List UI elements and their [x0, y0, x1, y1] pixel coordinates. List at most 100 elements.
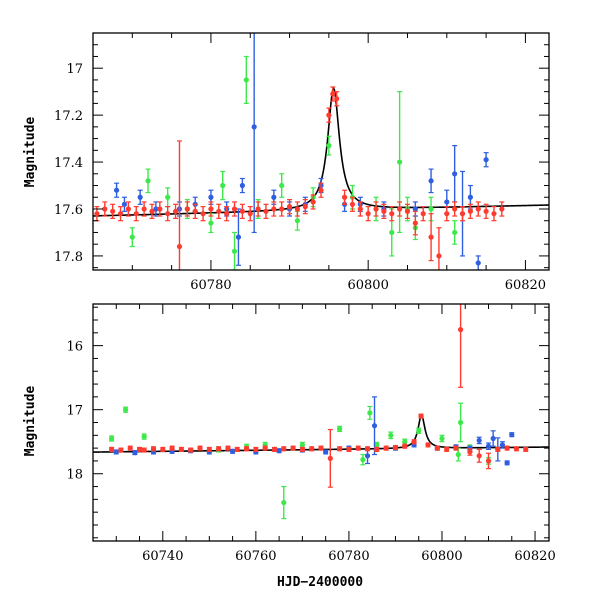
data-marker: [197, 445, 203, 451]
data-marker: [467, 194, 473, 200]
bottom-series-0-point: [160, 446, 166, 453]
bottom-series-1-point: [229, 448, 236, 454]
data-marker: [513, 446, 520, 452]
bottom-series-0-point: [309, 446, 315, 452]
data-marker: [310, 199, 316, 205]
data-marker: [504, 460, 510, 466]
top-series-0-point: [326, 107, 332, 123]
data-marker: [373, 206, 379, 212]
bottom-series-0-point: [453, 445, 459, 451]
data-marker: [475, 206, 481, 212]
data-marker: [411, 439, 417, 445]
bottom-series-0-point: [444, 446, 450, 453]
data-marker: [412, 206, 418, 212]
top-data-group: [93, 33, 549, 270]
top-series-0-point: [452, 201, 458, 217]
data-marker: [453, 445, 459, 451]
top-panel: 60780 60800 60820 17 17.2 17.4 17.6 17.8 Magnit…: [23, 32, 550, 293]
top-series-0-point: [483, 203, 489, 219]
bottom-series-1-point: [485, 442, 492, 451]
top-series-0-point: [165, 206, 171, 222]
top-series-0-point: [420, 206, 426, 222]
top-series-0-point: [176, 140, 183, 270]
top-series-1-point: [475, 255, 481, 270]
data-marker: [452, 206, 458, 212]
data-marker: [418, 413, 424, 419]
data-marker: [402, 443, 408, 449]
data-marker: [434, 445, 440, 451]
data-marker: [364, 446, 371, 452]
data-marker: [113, 449, 119, 455]
bottom-series-0-point: [281, 446, 287, 452]
data-marker: [485, 443, 492, 449]
bottom-series-0-point: [523, 446, 529, 453]
data-marker: [452, 171, 458, 177]
data-marker: [157, 206, 163, 212]
bottom-series-0-point: [234, 446, 240, 453]
bottom-series-0-point: [290, 445, 296, 451]
top-series-0-point: [102, 201, 108, 217]
top-series-0-point: [231, 201, 238, 217]
data-marker: [276, 448, 282, 454]
bottom-series-0-point: [150, 446, 157, 452]
bottom-series-0-point: [392, 444, 399, 451]
data-marker: [281, 499, 287, 506]
data-marker: [371, 423, 378, 429]
top-series-0-point: [491, 206, 497, 222]
bottom-series-0-point: [262, 445, 268, 451]
data-marker: [281, 446, 287, 452]
bottom-series-0-point: [383, 445, 389, 451]
data-marker: [355, 445, 361, 451]
bottom-series-0-point: [136, 446, 143, 453]
data-marker: [389, 211, 395, 217]
data-marker: [206, 446, 212, 453]
bottom-series-1-point: [490, 430, 496, 447]
data-marker: [360, 457, 366, 463]
data-marker: [239, 208, 245, 214]
top-series-0-point: [330, 86, 336, 102]
data-marker: [476, 453, 482, 459]
data-marker: [149, 208, 155, 214]
data-marker: [381, 208, 387, 214]
data-marker: [412, 220, 418, 226]
top-series-0-point: [255, 201, 261, 217]
bottom-series-2-point: [402, 438, 408, 445]
data-marker: [504, 445, 510, 451]
data-marker: [208, 194, 214, 200]
data-marker: [299, 442, 305, 448]
bottom-series-1-point: [476, 436, 482, 445]
data-marker: [294, 218, 301, 224]
bottom-series-0-point: [109, 446, 115, 453]
top-series-0-point: [475, 201, 481, 217]
bottom-series-0-point: [253, 446, 259, 453]
top-series-0-point: [444, 206, 450, 222]
bottom-x-tick-label: 60780: [328, 549, 369, 564]
data-marker: [271, 446, 278, 453]
top-series-0-point: [404, 203, 411, 219]
bottom-series-0-point: [457, 304, 464, 388]
bottom-panel: 60740 60760 60780 60800 60820 16 17 18 Magnitud…: [23, 303, 556, 590]
top-series-1-point: [137, 189, 143, 205]
data-marker: [457, 327, 464, 333]
top-series-2-point: [165, 187, 171, 208]
data-marker: [145, 178, 151, 184]
data-marker: [169, 445, 175, 451]
data-marker: [389, 229, 395, 236]
top-series-0-point: [294, 201, 301, 217]
top-series-2-point: [145, 168, 151, 194]
top-series-0-point: [499, 201, 505, 217]
bottom-series-0-point: [225, 445, 231, 451]
bottom-series-2-point: [122, 406, 129, 413]
bottom-data-group: [93, 304, 549, 520]
bottom-y-axis-title: Magnitude: [23, 386, 38, 457]
data-marker: [330, 91, 336, 97]
data-marker: [141, 447, 147, 453]
data-marker: [255, 206, 261, 212]
top-series-0-point: [467, 203, 473, 219]
data-marker: [235, 234, 242, 240]
bottom-x-axis-title: HJD−2400000: [277, 575, 363, 590]
top-series-0-point: [286, 199, 293, 215]
data-marker: [234, 446, 240, 453]
bottom-y-tick-label: 16: [66, 340, 83, 355]
top-series-2-point: [279, 173, 285, 198]
